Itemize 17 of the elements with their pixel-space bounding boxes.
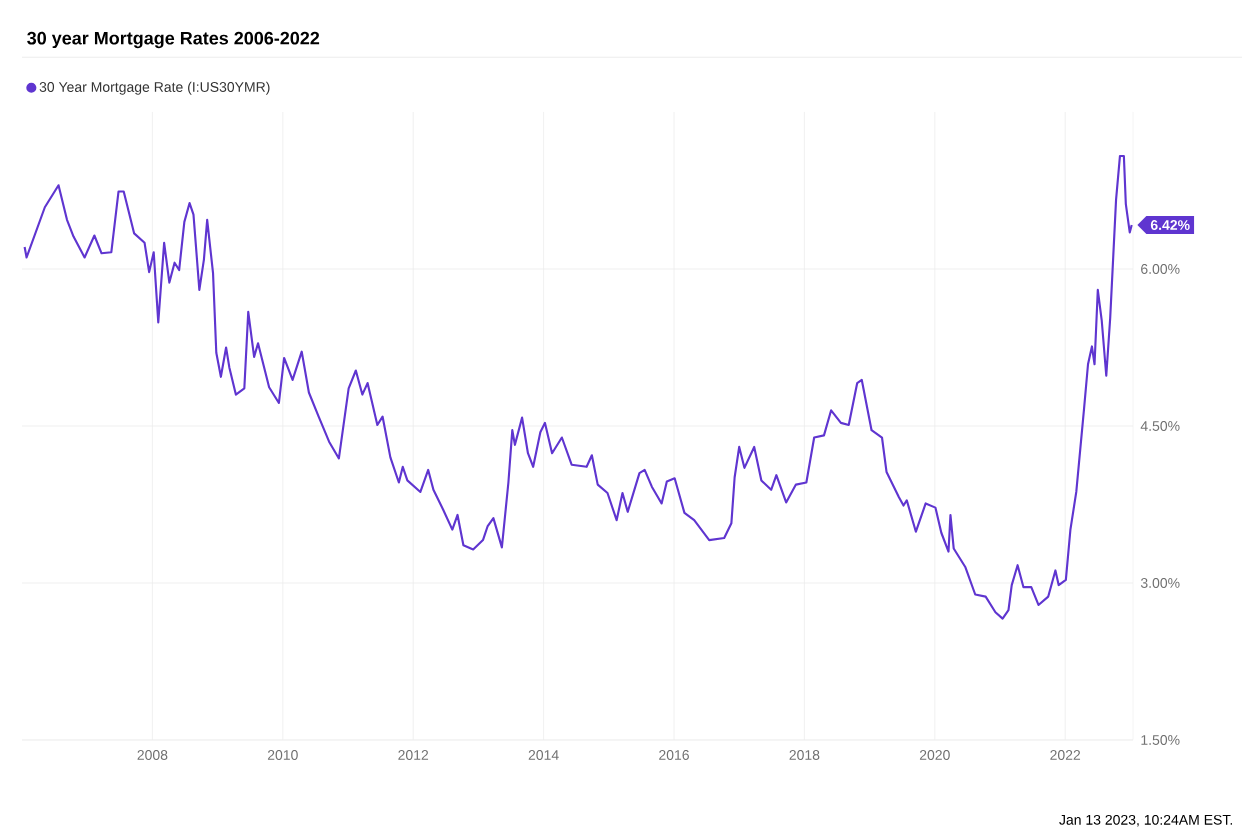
y-tick-label: 6.00% xyxy=(1141,264,1180,274)
y-tick-label: 1.50% xyxy=(1141,735,1180,745)
x-tick-label: 2014 xyxy=(528,750,559,760)
x-tick-label: 2020 xyxy=(919,750,950,760)
legend-label: 30 Year Mortgage Rate (I:US30YMR) xyxy=(39,81,270,95)
x-tick-label: 2018 xyxy=(789,750,820,760)
y-tick-label: 3.00% xyxy=(1140,578,1180,588)
x-tick-label: 2008 xyxy=(137,750,168,760)
text: Jan 13 2023, 10:24AM EST. xyxy=(1059,814,1233,827)
x-tick-label: 2022 xyxy=(1050,750,1081,760)
line-series xyxy=(23,154,1133,620)
annotation: 6.42% xyxy=(1150,220,1190,230)
x-tick-label: 2012 xyxy=(398,750,429,760)
x-tick-label: 2010 xyxy=(267,750,298,760)
x-tick-label: 2016 xyxy=(659,750,689,760)
chart-title: 30 year Mortgage Rates 2006-2022 xyxy=(27,31,320,49)
y-tick-label: 4.50% xyxy=(1140,421,1180,431)
